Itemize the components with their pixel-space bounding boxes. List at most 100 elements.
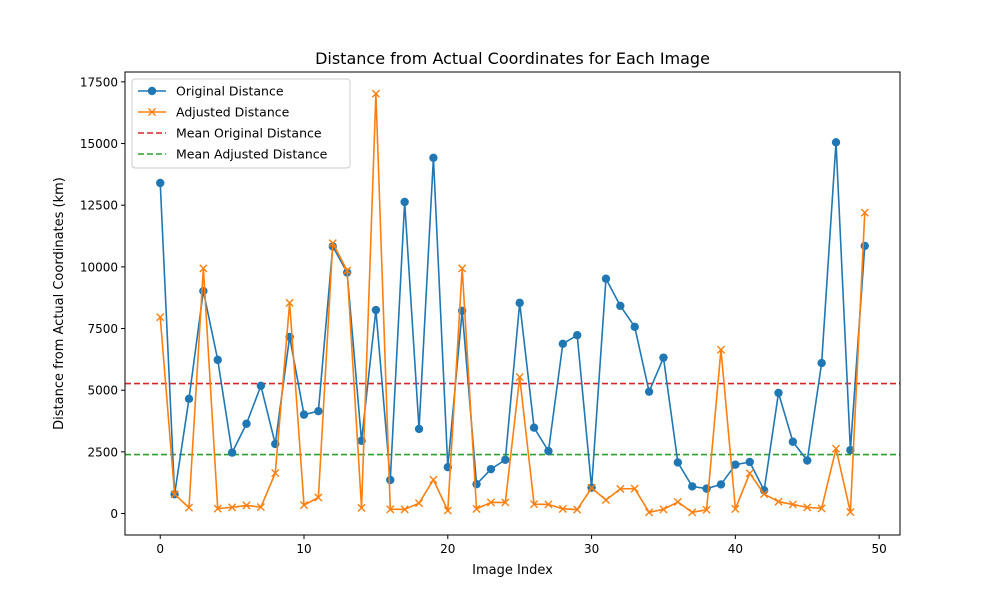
data-point — [227, 448, 237, 457]
data-point — [788, 437, 798, 446]
data-point — [731, 460, 740, 469]
data-point — [831, 444, 841, 453]
data-point — [199, 264, 208, 273]
data-point — [544, 500, 553, 509]
plot-area — [124, 71, 901, 536]
data-point — [774, 497, 783, 506]
data-point — [803, 456, 812, 465]
series-1 — [156, 89, 869, 517]
data-point — [256, 381, 266, 390]
y-tick-label: 17500 — [80, 75, 118, 89]
data-point — [774, 388, 783, 398]
data-point — [386, 475, 395, 485]
data-point — [170, 490, 179, 499]
chart-title: Distance from Actual Coordinates for Eac… — [315, 49, 710, 68]
data-point — [831, 138, 841, 147]
data-point — [716, 345, 726, 354]
data-point — [371, 89, 380, 98]
legend-label: Adjusted Distance — [176, 105, 290, 120]
data-point — [558, 339, 568, 349]
data-point — [458, 264, 467, 273]
data-point — [400, 505, 409, 514]
data-point — [242, 419, 251, 428]
data-point — [529, 423, 539, 432]
data-point — [716, 480, 726, 489]
x-axis: 0 10 20 30 40 50 — [156, 535, 887, 556]
data-point — [601, 274, 611, 283]
data-point — [616, 484, 625, 493]
data-point — [242, 501, 251, 510]
legend-item: Adjusted Distance — [138, 105, 290, 120]
legend-label: Original Distance — [176, 84, 284, 99]
data-point — [630, 322, 639, 332]
data-point — [256, 503, 265, 512]
plot-frame — [124, 71, 901, 536]
data-point — [486, 498, 496, 507]
data-point — [760, 489, 769, 499]
legend-marker — [147, 86, 157, 96]
data-point — [184, 503, 194, 512]
x-tick-label: 20 — [440, 542, 455, 556]
y-tick-label: 15000 — [80, 137, 118, 151]
series-layer — [156, 89, 869, 517]
data-point — [213, 355, 222, 365]
data-point — [414, 499, 424, 508]
y-tick-label: 0 — [110, 507, 118, 521]
legend-marker — [147, 107, 157, 117]
data-point — [184, 394, 194, 404]
data-point — [501, 455, 510, 464]
y-tick-label: 7500 — [87, 322, 118, 336]
data-point — [472, 504, 481, 513]
data-point — [644, 387, 654, 396]
data-point — [515, 373, 524, 382]
legend-label: Mean Original Distance — [176, 126, 322, 141]
y-axis-label: Distance from Actual Coordinates (km) — [52, 177, 67, 430]
x-tick-label: 0 — [156, 542, 164, 556]
data-point — [328, 239, 337, 248]
legend: Original Distance Adjusted Distance Mean O… — [131, 78, 351, 169]
legend-item: Mean Adjusted Distance — [138, 147, 328, 162]
data-point — [299, 501, 309, 510]
data-point — [314, 406, 323, 416]
data-point — [343, 266, 352, 275]
data-point — [573, 330, 582, 340]
data-point — [472, 479, 481, 489]
y-tick-label: 12500 — [80, 199, 118, 213]
legend-item: Mean Original Distance — [138, 126, 322, 141]
data-point — [659, 353, 668, 362]
y-axis: 0 2500 5000 7500 10000 12500 15000 17500 — [80, 75, 125, 521]
data-point — [285, 298, 294, 307]
data-point — [702, 505, 711, 514]
data-point — [271, 468, 280, 478]
data-point — [645, 508, 654, 517]
data-point — [673, 497, 682, 507]
data-point — [314, 493, 323, 502]
legend-item: Original Distance — [138, 84, 284, 99]
x-tick-label: 40 — [728, 542, 743, 556]
x-tick-label: 30 — [584, 542, 599, 556]
data-point — [688, 482, 697, 491]
data-point — [357, 503, 366, 512]
x-tick-label: 10 — [296, 542, 311, 556]
data-point — [371, 305, 381, 315]
data-point — [156, 178, 165, 188]
data-point — [659, 505, 668, 514]
data-point — [745, 469, 754, 478]
data-point — [558, 504, 567, 513]
data-point — [573, 505, 582, 514]
data-point — [860, 208, 869, 217]
x-tick-label: 50 — [872, 542, 887, 556]
data-point — [587, 483, 596, 492]
data-point — [860, 241, 869, 251]
data-point — [731, 504, 740, 513]
data-point — [817, 358, 826, 368]
data-point — [817, 504, 826, 513]
y-tick-label: 5000 — [87, 384, 118, 398]
series-0 — [156, 138, 869, 499]
data-point — [601, 495, 611, 505]
legend-label: Mean Adjusted Distance — [176, 147, 328, 162]
data-point — [213, 504, 222, 513]
data-point — [529, 500, 539, 509]
legend-box — [131, 78, 351, 169]
